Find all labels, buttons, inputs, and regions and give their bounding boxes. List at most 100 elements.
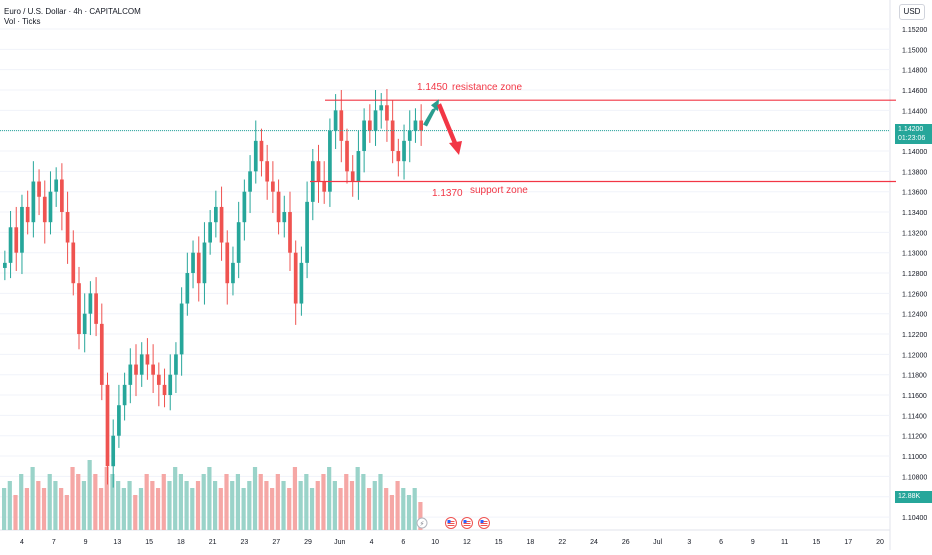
volume-bar (98, 488, 104, 530)
candle-body (145, 354, 150, 365)
volume-bar (235, 474, 241, 530)
bar-countdown: 01:23:06 (898, 135, 926, 142)
volume-bar (292, 467, 298, 530)
volume-bar (104, 467, 109, 530)
candle-body (65, 212, 70, 243)
volume-bar (361, 474, 366, 530)
candle-body (105, 384, 110, 467)
candle-body (265, 161, 270, 182)
x-tick-label: 4 (20, 539, 24, 546)
y-tick-label: 1.12200 (902, 332, 927, 339)
volume-bar (161, 474, 166, 530)
candle-body (259, 140, 264, 162)
volume-bar (406, 495, 412, 530)
volume-bar (64, 495, 69, 530)
y-tick-label: 1.13000 (902, 251, 927, 258)
candle-body (413, 120, 418, 131)
candle-body (111, 435, 116, 467)
down-arrowhead-icon (449, 141, 462, 156)
x-tick-label: 12 (463, 539, 471, 546)
candle-body (168, 374, 173, 396)
candle-body (128, 364, 133, 385)
us-flag-stripe (447, 521, 455, 522)
volume-bar (287, 488, 292, 530)
candle-body (139, 354, 144, 375)
volume-bar (190, 488, 195, 530)
x-tick-label: 9 (751, 539, 755, 546)
us-flag-stripe (463, 525, 471, 526)
candle-body (31, 181, 36, 223)
candle-body (37, 181, 41, 197)
x-tick-label: 22 (558, 539, 566, 546)
volume-bar (13, 495, 18, 530)
volume-bar (19, 474, 24, 530)
candle-body (94, 293, 98, 324)
volume-bar (110, 474, 115, 530)
lightning-icon (416, 517, 428, 529)
x-tick-label: 4 (370, 539, 374, 546)
volume-bar (155, 488, 161, 530)
x-tick-label: 21 (209, 539, 217, 546)
volume-bar (298, 481, 303, 530)
candle-body (248, 171, 252, 192)
y-tick-label: 1.10800 (902, 474, 927, 481)
volume-bar (378, 474, 383, 530)
us-flag-canton (480, 520, 484, 523)
x-tick-label: 26 (622, 539, 630, 546)
volume-bar (275, 474, 280, 530)
candle-body (236, 222, 241, 263)
candle-body (99, 323, 104, 385)
x-tick-label: 15 (495, 539, 503, 546)
x-tick-label: 7 (52, 539, 56, 546)
candle-body (385, 105, 389, 121)
candle-body (322, 181, 327, 192)
candle-body (122, 384, 127, 406)
y-tick-label: 1.13600 (902, 190, 927, 197)
volume-bar (252, 467, 258, 530)
candle-body (316, 161, 321, 182)
candle-body (185, 273, 190, 304)
volume-bar (332, 481, 337, 530)
candle-body (77, 283, 81, 335)
candle-body (151, 364, 155, 375)
us-flag-canton (463, 520, 467, 523)
candle-body (305, 201, 309, 263)
volume-bar (315, 481, 320, 530)
volume-bar (304, 474, 309, 530)
x-tick-label: 18 (177, 539, 185, 546)
volume-bar (133, 495, 138, 530)
y-tick-label: 1.12800 (902, 271, 927, 278)
us-flag-stripe (480, 523, 488, 524)
volume-bar (41, 488, 47, 530)
symbol-title: Euro / U.S. Dollar · 4h · CAPITALCOM (4, 7, 141, 16)
volume-bar (389, 495, 394, 530)
candle-body (396, 151, 401, 162)
volume-bar (184, 481, 189, 530)
y-tick-label: 1.11200 (902, 434, 927, 441)
y-tick-label: 1.11800 (902, 373, 927, 380)
volume-bar (264, 481, 269, 530)
lightning-icon-glyph: ⚡ (420, 520, 425, 528)
volume-bar (338, 488, 343, 530)
volume-bar (150, 481, 155, 530)
candle-body (156, 374, 161, 385)
y-tick-label: 1.12000 (902, 352, 927, 359)
resistance-value-label: 1.1450 (417, 82, 448, 93)
y-tick-label: 1.13800 (902, 169, 927, 176)
candle-body (179, 303, 184, 355)
currency-unit-button[interactable]: USD (899, 4, 925, 20)
volume-bar (116, 481, 121, 530)
volume-bar (218, 488, 223, 530)
x-tick-label: 15 (145, 539, 153, 546)
up-arrow-icon (423, 107, 437, 127)
candle-body (117, 405, 121, 436)
candle-body (345, 140, 349, 172)
candle-body (202, 242, 207, 284)
candle-body (293, 252, 298, 304)
volume-bar (230, 481, 235, 530)
volume-bar (247, 481, 252, 530)
us-flag-canton (447, 520, 451, 523)
candle-body (367, 120, 372, 131)
volume-bar (76, 474, 81, 530)
